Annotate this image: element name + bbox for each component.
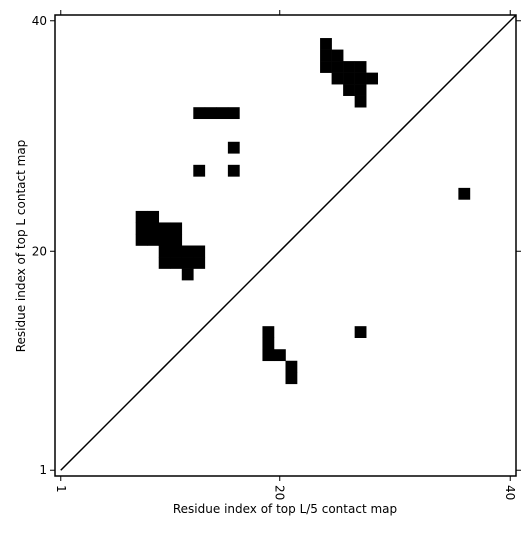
contact-cell <box>181 268 194 281</box>
x-tick-label: 40 <box>503 485 517 500</box>
contact-cell <box>170 222 183 235</box>
y-axis-label: Residue index of top L contact map <box>14 140 28 353</box>
contact-cell <box>285 360 298 373</box>
contact-cell <box>181 245 194 258</box>
contact-cell <box>343 72 355 85</box>
contact-cell <box>320 61 332 73</box>
contact-cell <box>320 49 332 62</box>
y-tick-label: 1 <box>39 463 47 477</box>
plot-frame <box>54 14 517 477</box>
contact-cell <box>158 257 171 269</box>
contact-cell <box>193 107 206 120</box>
contact-cell <box>227 164 240 177</box>
contact-cell <box>331 49 344 62</box>
contact-cell <box>354 72 367 85</box>
contact-cell <box>354 84 367 96</box>
contact-cell <box>354 95 367 108</box>
contact-cell <box>285 372 298 385</box>
contact-cell <box>458 187 471 200</box>
contact-cell <box>170 257 183 269</box>
y-tick-label: 40 <box>32 14 47 28</box>
contact-cell <box>227 107 240 120</box>
contact-cell <box>170 245 183 258</box>
contact-cell <box>135 222 148 235</box>
contact-cell <box>193 164 206 177</box>
contact-cell <box>262 326 275 338</box>
contact-cell <box>135 233 148 246</box>
diagonal <box>60 14 517 471</box>
contact-cell <box>170 233 183 246</box>
contact-cell <box>158 222 171 235</box>
contact-cell <box>147 233 160 246</box>
contact-cell <box>147 222 160 235</box>
x-tick-label: 1 <box>54 485 68 493</box>
contact-cell <box>354 61 367 73</box>
contact-cell <box>262 349 275 362</box>
y-tick-label: 20 <box>32 244 47 258</box>
x-tick-label: 20 <box>273 485 287 500</box>
contact-cell <box>204 107 217 120</box>
contact-cell <box>181 257 194 269</box>
contact-cell <box>354 326 367 338</box>
contact-cell <box>366 72 378 85</box>
contact-cell <box>331 72 344 85</box>
contact-cell <box>331 61 344 73</box>
contact-cell <box>262 337 275 350</box>
contact-cell <box>343 61 355 73</box>
contact-cell <box>216 107 229 120</box>
contact-cell <box>320 38 332 50</box>
contact-cell <box>193 257 206 269</box>
contact-cell <box>227 141 240 154</box>
contact-cell <box>158 245 171 258</box>
contact-cell <box>273 349 286 362</box>
x-axis-label: Residue index of top L/5 contact map <box>173 502 397 516</box>
contact-cell <box>135 210 148 223</box>
contact-cell <box>193 245 206 258</box>
contact-cell <box>343 84 355 96</box>
contact-cell <box>158 233 171 246</box>
contact-cell <box>147 210 160 223</box>
